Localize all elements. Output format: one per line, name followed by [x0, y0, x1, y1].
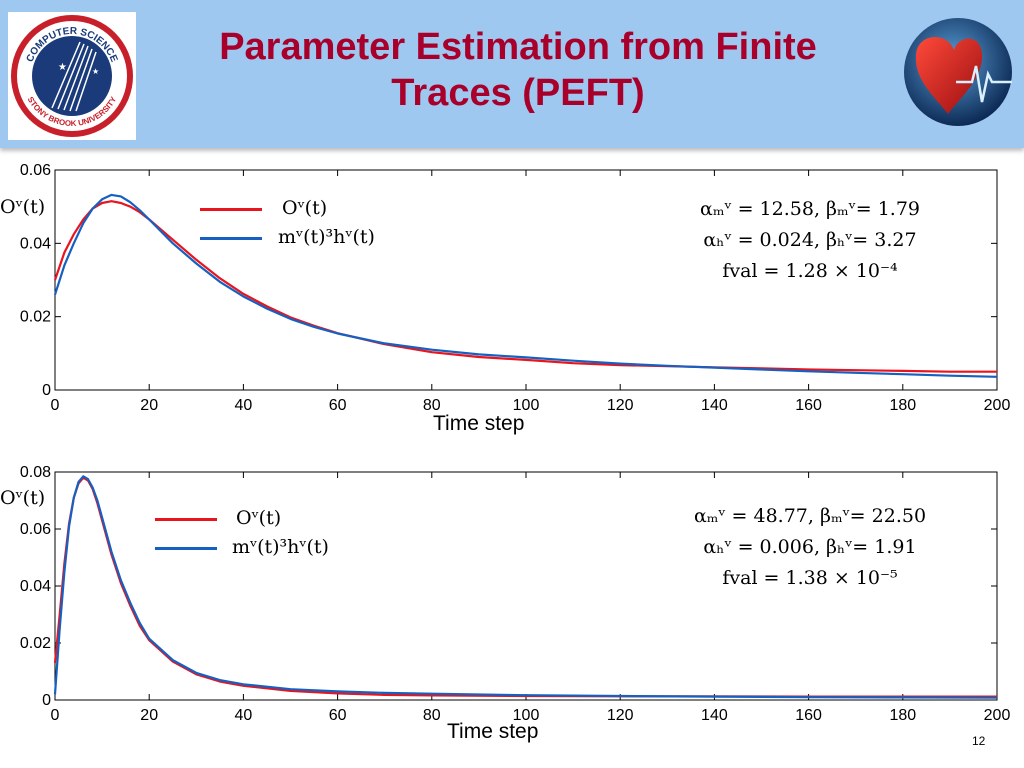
y-tick-label: 0.08: [20, 464, 51, 481]
x-tick-label: 120: [607, 707, 634, 724]
legend-label-model: mᵛ(t)³hᵛ(t): [232, 536, 329, 558]
university-seal-icon: ★ ★ COMPUTER SCIENCE STONY BROOK UNIVERS…: [11, 15, 133, 137]
y-tick-label: 0.02: [20, 309, 51, 326]
x-tick-label: 120: [607, 397, 634, 414]
chart-top: 0 20 40 60 80 100 120 140 160 180 200 0 0.02 0.04 0.06…: [0, 150, 1024, 450]
x-tick-label: 80: [423, 397, 441, 414]
x-tick-label: 200: [984, 397, 1011, 414]
page-number: 12: [972, 734, 986, 748]
chart-top-svg: 0 20 40 60 80 100 120 140 160 180 200 0 0.02 0.04 0.06: [20, 162, 1011, 414]
legend-label-observed: Oᵛ(t): [282, 197, 328, 219]
series-line-model: [53, 475, 998, 699]
chart-top-xlabel: Time step: [433, 412, 525, 435]
x-tick-label: 20: [140, 397, 158, 414]
slide-title: Parameter Estimation from Finite Traces …: [150, 24, 886, 116]
plot-area: [54, 471, 998, 701]
chart-top-ylabel: Oᵛ(t): [0, 196, 46, 218]
chart-bottom-svg: 0 20 40 60 80 100 120 140 160 180 200 0 0.02 0.04 0.06…: [20, 464, 1011, 724]
y-tick-label: 0: [42, 692, 51, 709]
y-tick-label: 0.06: [20, 162, 51, 179]
x-tick-label: 40: [235, 397, 253, 414]
x-tick-label: 100: [513, 707, 540, 724]
x-tick-label: 80: [423, 707, 441, 724]
slide-header: ★ ★ COMPUTER SCIENCE STONY BROOK UNIVERS…: [0, 0, 1024, 148]
slide-title-line2: Traces (PEFT): [391, 72, 645, 114]
x-tick-label: 160: [795, 397, 822, 414]
y-tick-label: 0: [42, 382, 51, 399]
heart-ecg-icon: [896, 16, 1016, 128]
x-tick-label: 140: [701, 707, 728, 724]
param-line-2: αₕᵛ = 0.006, βₕᵛ= 1.91: [703, 536, 917, 558]
y-tick-label: 0.04: [20, 578, 51, 595]
param-line-1: αₘᵛ = 12.58, βₘᵛ= 1.79: [699, 198, 920, 220]
x-tick-label: 200: [984, 707, 1011, 724]
x-tick-label: 60: [329, 397, 347, 414]
chart-bottom-ylabel: Oᵛ(t): [0, 487, 46, 509]
param-line-3: fval = 1.38 × 10⁻⁵: [722, 567, 898, 589]
x-tick-label: 180: [889, 707, 916, 724]
svg-text:★: ★: [58, 62, 67, 73]
y-tick-label: 0.06: [20, 521, 51, 538]
x-tick-label: 40: [235, 707, 253, 724]
x-tick-label: 0: [51, 397, 60, 414]
chart-bottom-xlabel: Time step: [447, 720, 539, 743]
computer-science-logo: ★ ★ COMPUTER SCIENCE STONY BROOK UNIVERS…: [8, 12, 136, 140]
legend-label-observed: Oᵛ(t): [236, 507, 282, 529]
x-tick-label: 160: [795, 707, 822, 724]
svg-text:★: ★: [92, 67, 99, 76]
chart-top-parameters: αₘᵛ = 12.58, βₘᵛ= 1.79 αₕᵛ = 0.024, βₕᵛ=…: [660, 194, 960, 287]
slide-title-line1: Parameter Estimation from Finite: [219, 26, 817, 68]
legend-line-observed: [200, 208, 262, 211]
legend-line-model: [155, 547, 217, 550]
legend-line-observed: [155, 518, 217, 521]
y-tick-label: 0.02: [20, 635, 51, 652]
param-line-1: αₘᵛ = 48.77, βₘᵛ= 22.50: [693, 505, 927, 527]
legend-line-model: [200, 237, 262, 240]
param-line-3: fval = 1.28 × 10⁻⁴: [722, 260, 898, 282]
chart-bottom-parameters: αₘᵛ = 48.77, βₘᵛ= 22.50 αₕᵛ = 0.006, βₕᵛ…: [660, 501, 960, 594]
x-tick-label: 60: [329, 707, 347, 724]
x-tick-label: 180: [889, 397, 916, 414]
param-line-2: αₕᵛ = 0.024, βₕᵛ= 3.27: [703, 229, 917, 251]
plot-area: [54, 169, 998, 391]
legend-label-model: mᵛ(t)³hᵛ(t): [278, 226, 375, 248]
x-tick-label: 140: [701, 397, 728, 414]
series-line-model: [53, 193, 998, 378]
chart-bottom: 0 20 40 60 80 100 120 140 160 180 200 0 0.02 0.04 0.06…: [0, 455, 1024, 755]
y-tick-label: 0.04: [20, 235, 51, 252]
x-tick-label: 100: [513, 397, 540, 414]
x-tick-label: 0: [51, 707, 60, 724]
x-tick-label: 20: [140, 707, 158, 724]
